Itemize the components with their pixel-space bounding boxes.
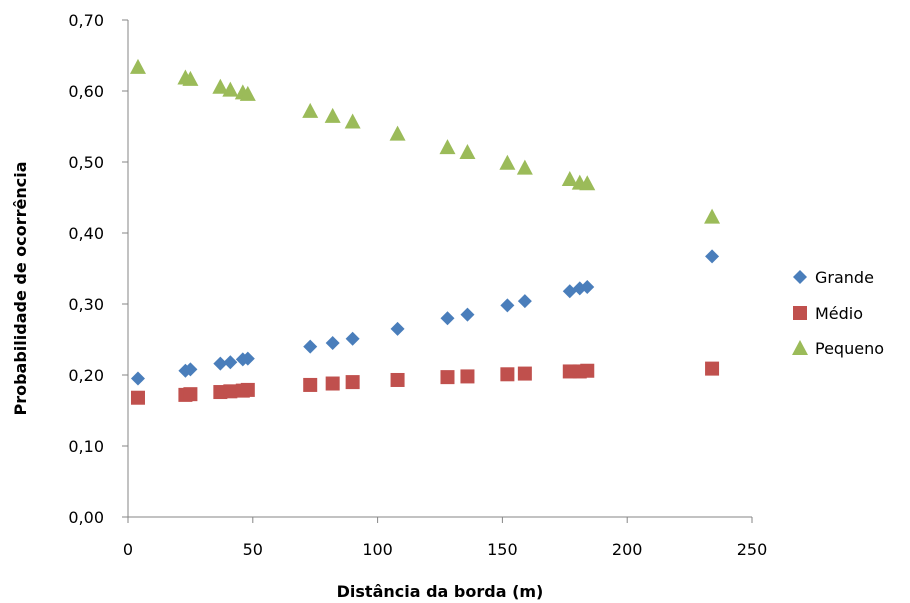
- data-points: [129, 58, 721, 405]
- data-point: [223, 355, 238, 370]
- data-point: [579, 175, 596, 191]
- data-point: [517, 294, 532, 309]
- y-tick-label: 0,50: [68, 153, 104, 172]
- series-triangle: [129, 58, 721, 224]
- data-point: [302, 102, 319, 118]
- data-point: [344, 113, 361, 129]
- data-point: [223, 384, 238, 399]
- data-point: [580, 363, 595, 378]
- y-axis-title: Probabilidade de ocorrência: [11, 161, 30, 415]
- y-tick-label: 0,40: [68, 224, 104, 243]
- data-point: [130, 390, 145, 405]
- data-point: [499, 154, 516, 170]
- legend-label: Grande: [815, 268, 874, 287]
- data-point: [561, 171, 578, 187]
- legend-marker: [792, 340, 808, 355]
- y-axis-ticks: 0,00 0,10 0,20 0,30 0,40 0,50 0,60 0,70: [68, 11, 128, 527]
- legend: Grande Médio Pequeno: [792, 268, 884, 358]
- legend-marker: [793, 270, 807, 284]
- data-point: [345, 375, 360, 390]
- data-point: [705, 249, 720, 264]
- data-point: [222, 81, 239, 97]
- data-point: [704, 208, 721, 224]
- data-point: [517, 366, 532, 381]
- data-point: [562, 284, 577, 299]
- data-point: [213, 356, 228, 371]
- data-point: [325, 336, 340, 351]
- data-point: [440, 370, 455, 385]
- y-tick-label: 0,20: [68, 366, 104, 385]
- data-point: [500, 298, 515, 313]
- y-tick-label: 0,60: [68, 82, 104, 101]
- x-tick-label: 200: [612, 540, 643, 559]
- x-tick-label: 150: [487, 540, 518, 559]
- x-tick-label: 0: [123, 540, 133, 559]
- x-axis-ticks: 0 50 100 150 200 250: [123, 517, 767, 559]
- y-tick-label: 0,00: [68, 508, 104, 527]
- data-point: [325, 376, 340, 391]
- legend-label: Médio: [815, 304, 863, 323]
- data-point: [182, 70, 199, 86]
- data-point: [390, 321, 405, 336]
- data-point: [439, 139, 456, 155]
- data-point: [183, 387, 198, 402]
- x-tick-label: 50: [243, 540, 263, 559]
- data-point: [240, 382, 255, 397]
- data-point: [460, 369, 475, 384]
- data-point: [129, 58, 146, 74]
- legend-marker: [793, 306, 807, 320]
- y-tick-label: 0,30: [68, 295, 104, 314]
- data-point: [705, 361, 720, 376]
- y-tick-label: 0,10: [68, 437, 104, 456]
- legend-label: Pequeno: [815, 339, 884, 358]
- data-point: [324, 107, 341, 123]
- data-point: [345, 331, 360, 346]
- data-point: [130, 371, 145, 386]
- data-point: [516, 159, 533, 175]
- data-point: [212, 78, 229, 94]
- data-point: [440, 311, 455, 326]
- data-point: [460, 307, 475, 322]
- data-point: [389, 125, 406, 141]
- series-diamond: [130, 249, 720, 386]
- y-tick-label: 0,70: [68, 11, 104, 30]
- data-point: [459, 144, 476, 160]
- data-point: [303, 339, 318, 354]
- x-tick-label: 100: [362, 540, 393, 559]
- data-point: [500, 367, 515, 382]
- data-point: [580, 279, 595, 294]
- data-point: [183, 362, 198, 377]
- data-point: [240, 351, 255, 366]
- data-point: [390, 372, 405, 387]
- data-point: [303, 377, 318, 392]
- series-square: [130, 361, 720, 405]
- data-point: [239, 85, 256, 101]
- x-axis-title: Distância da borda (m): [337, 582, 544, 601]
- x-tick-label: 250: [737, 540, 768, 559]
